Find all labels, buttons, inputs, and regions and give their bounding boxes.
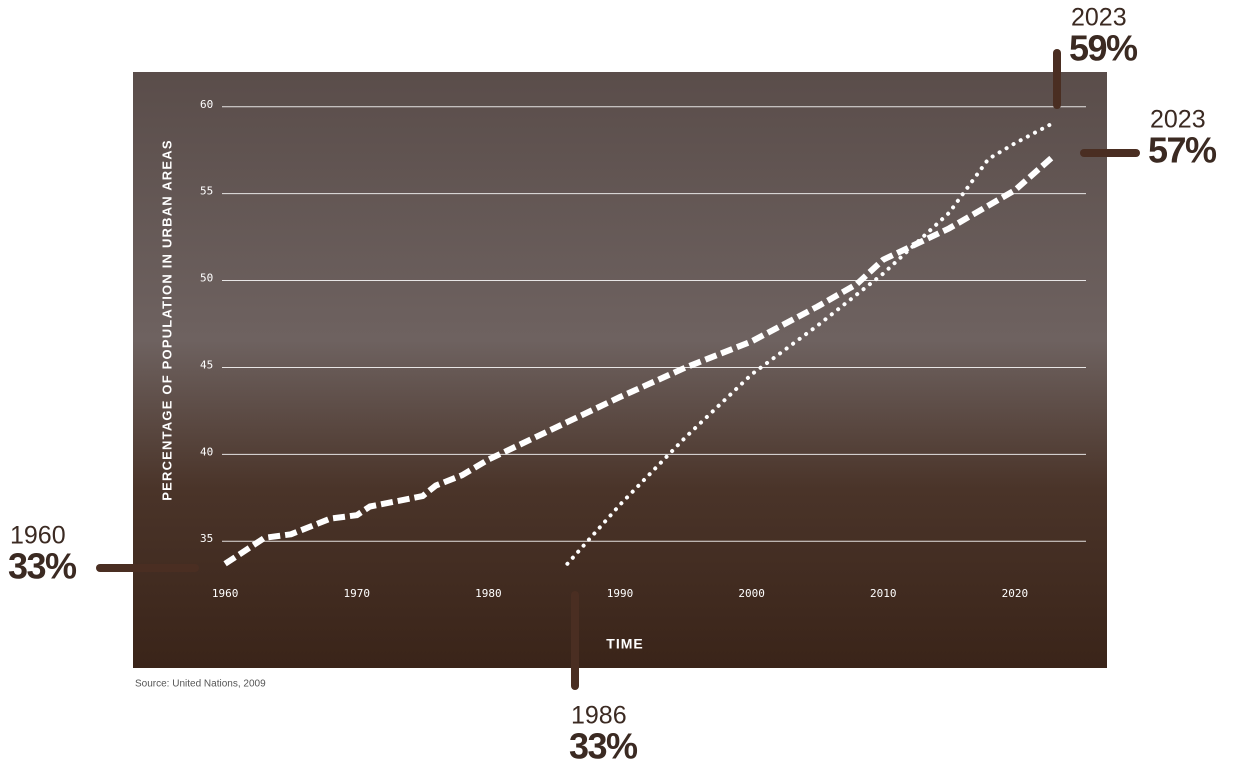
x-tick-label: 1970: [344, 587, 371, 600]
callout-year: 2023: [1150, 106, 1206, 134]
callout-year: 2023: [1071, 4, 1127, 32]
y-tick-label: 40: [200, 445, 213, 458]
callout-value: 33%: [8, 546, 77, 587]
y-tick-label: 50: [200, 272, 213, 285]
plot-background: [133, 72, 1107, 668]
callout-value: 33%: [569, 726, 638, 766]
callout-value: 59%: [1069, 28, 1138, 69]
x-tick-label: 1980: [475, 587, 502, 600]
x-tick-label: 1990: [607, 587, 634, 600]
x-tick-label: 2000: [738, 587, 765, 600]
x-tick-label: 2010: [870, 587, 897, 600]
x-tick-label: 1960: [212, 587, 239, 600]
line-series: [223, 153, 1057, 567]
y-axis-label: PERCENTAGE OF POPULATION IN URBAN AREAS: [159, 139, 174, 500]
callout-value: 57%: [1148, 130, 1217, 171]
y-tick-label: 55: [200, 185, 213, 198]
callout-year: 1960: [10, 522, 66, 550]
x-axis-label: TIME: [606, 636, 643, 652]
y-tick-label: 35: [200, 532, 213, 545]
y-tick-label: 60: [200, 98, 213, 111]
line-series: [565, 120, 1057, 566]
x-tick-label: 2020: [1002, 587, 1029, 600]
y-tick-label: 45: [200, 358, 213, 371]
callout-year: 1986: [571, 702, 627, 730]
source: Source: United Nations, 2009: [135, 679, 266, 690]
